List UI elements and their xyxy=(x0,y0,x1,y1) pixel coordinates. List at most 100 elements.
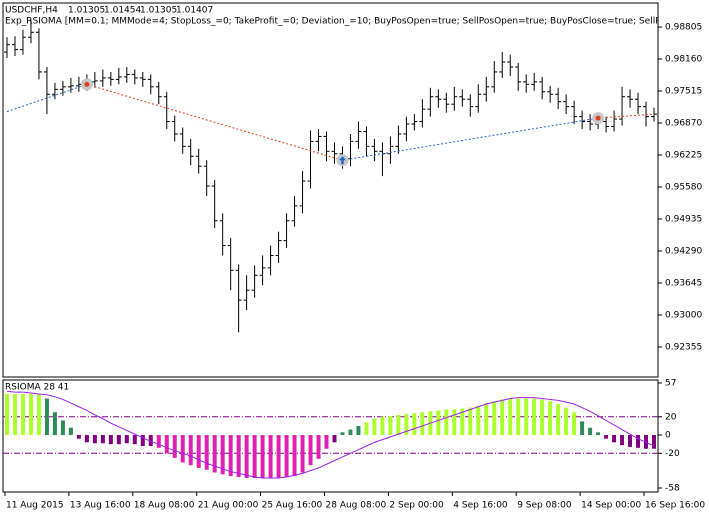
axes: 0.98805 0.98160 0.97515 0.96870 0.96225 0.955… xyxy=(4,23,705,511)
y-tick-label: 0.95580 xyxy=(665,183,702,193)
histogram-bar xyxy=(596,432,601,436)
histogram-bar xyxy=(652,435,657,449)
indicator-title: RSIOMA 28 41 xyxy=(5,383,69,393)
histogram-bar xyxy=(636,435,641,448)
y-tick-label: 0.93000 xyxy=(665,310,702,320)
histogram-bar xyxy=(284,435,289,478)
quote: 1.01454 xyxy=(104,6,141,16)
histogram-bar xyxy=(484,403,489,436)
histogram-bar xyxy=(108,435,113,445)
histogram-bar xyxy=(332,435,337,443)
histogram-bar xyxy=(244,435,249,478)
indicator-plot xyxy=(3,390,658,479)
histogram-bar xyxy=(148,435,153,446)
histogram-bar xyxy=(500,399,505,436)
histogram-bar xyxy=(340,432,345,436)
histogram-bar xyxy=(76,435,81,439)
x-tick-label: 28 Aug 08:00 xyxy=(326,501,387,511)
histogram-bar xyxy=(476,405,481,436)
header: USDCHF,H4 1.01305 1.01454 1.01305 1.0140… xyxy=(5,6,685,27)
histogram-bar xyxy=(412,413,417,436)
histogram-bar xyxy=(444,409,449,436)
trade-line xyxy=(86,83,343,161)
trade-line xyxy=(342,117,599,161)
histogram-bar xyxy=(612,435,617,443)
histogram-bar xyxy=(628,435,633,447)
histogram-bar xyxy=(548,401,553,436)
histogram-bar xyxy=(292,435,297,477)
histogram-bar xyxy=(524,398,529,436)
x-tick-label: 14 Sep 00:00 xyxy=(581,501,641,511)
histogram-bar xyxy=(28,393,33,436)
histogram-bar xyxy=(204,435,209,470)
x-tick-label: 21 Aug 00:00 xyxy=(198,501,259,511)
histogram-bar xyxy=(540,399,545,436)
histogram-bar xyxy=(564,407,569,436)
histogram-bar xyxy=(236,435,241,478)
histogram-bar xyxy=(44,398,49,436)
y-tick-label: 0.98160 xyxy=(665,55,702,65)
price-plot xyxy=(3,19,658,333)
y-tick-label: 0 xyxy=(665,431,671,441)
histogram-bar xyxy=(52,412,57,436)
histogram-bar xyxy=(580,421,585,436)
histogram-bar xyxy=(388,415,393,436)
y-tick-label: 0.94290 xyxy=(665,247,702,257)
x-tick-label: 11 Aug 2015 xyxy=(6,501,64,511)
histogram-bar xyxy=(372,418,377,436)
y-tick-label: 0.94935 xyxy=(665,215,702,225)
histogram-bar xyxy=(468,407,473,436)
histogram-bar xyxy=(508,398,513,436)
histogram-bar xyxy=(452,409,457,436)
y-tick-label: 0.96870 xyxy=(665,119,702,129)
x-tick-label: 16 Sep 16:00 xyxy=(645,501,705,511)
histogram-bar xyxy=(348,429,353,436)
x-tick-label: 18 Aug 08:00 xyxy=(134,501,195,511)
y-tick-label: -58 xyxy=(665,484,680,494)
histogram-bar xyxy=(436,410,441,436)
histogram-bar xyxy=(260,435,265,478)
y-tick-label: 0.97515 xyxy=(665,87,702,97)
histogram-bar xyxy=(92,435,97,444)
histogram-bar xyxy=(532,398,537,436)
histogram-bar xyxy=(68,427,73,436)
histogram-bar xyxy=(420,412,425,436)
histogram-bar xyxy=(228,435,233,477)
histogram-bar xyxy=(252,435,257,478)
histogram-bar xyxy=(460,408,465,436)
histogram-bar xyxy=(100,435,105,444)
y-tick-label: 0.92355 xyxy=(665,342,702,352)
y-tick-label: 57 xyxy=(665,379,676,389)
x-tick-label: 25 Aug 16:00 xyxy=(262,501,323,511)
histogram-bar xyxy=(172,435,177,458)
histogram-bar xyxy=(380,416,385,436)
histogram-bar xyxy=(276,435,281,478)
x-tick-label: 13 Aug 16:00 xyxy=(70,501,131,511)
histogram-bar xyxy=(156,435,161,448)
histogram-bar xyxy=(572,412,577,436)
symbol: USDCHF,H4 xyxy=(5,6,58,16)
histogram-bar xyxy=(324,435,329,449)
histogram-bar xyxy=(268,435,273,478)
histogram-bar xyxy=(4,393,9,436)
histogram-bar xyxy=(604,435,609,439)
histogram-bar xyxy=(60,420,65,436)
signal-line xyxy=(6,390,655,479)
histogram-bar xyxy=(364,422,369,436)
expert-label: Exp_RSIOMA [MM=0.1; MMMode=4; StopLoss_=… xyxy=(5,17,685,27)
histogram-bar xyxy=(620,435,625,446)
histogram-bar xyxy=(12,393,17,436)
histogram-bar xyxy=(588,427,593,436)
quote: 1.01305 xyxy=(140,6,177,16)
deal-marker xyxy=(592,112,605,125)
y-tick-label: -20 xyxy=(665,449,680,459)
histogram-bar xyxy=(164,435,169,454)
histogram-bar xyxy=(556,404,561,436)
histogram-bar xyxy=(140,435,145,446)
histogram-bar xyxy=(196,435,201,468)
quote: 1.01305 xyxy=(68,6,105,16)
x-tick-label: 9 Sep 08:00 xyxy=(517,501,572,511)
deal-marker xyxy=(336,154,349,167)
